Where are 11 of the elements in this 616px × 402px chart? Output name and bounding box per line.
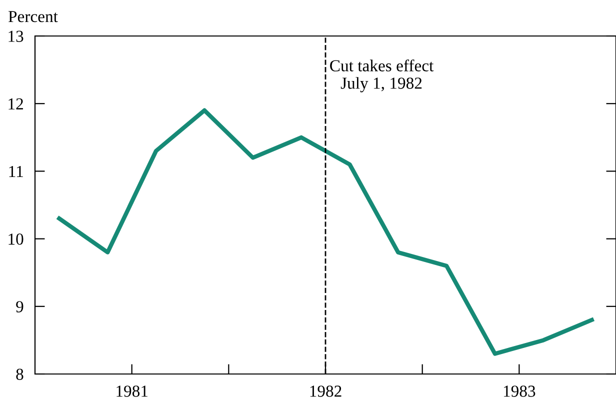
y-tick-label: 10 xyxy=(8,234,24,245)
y-tick-label: 12 xyxy=(8,98,23,110)
y-tick-label: 8 xyxy=(16,368,24,380)
y-tick-label: 9 xyxy=(16,301,24,312)
y-tick-label: 11 xyxy=(9,166,23,177)
y-axis-title: Percent xyxy=(8,11,58,22)
x-tick-label: 1982 xyxy=(310,386,342,397)
ref-line-label: Cut takes effect July 1, 1982 xyxy=(330,59,434,92)
x-tick-label: 1983 xyxy=(504,386,536,397)
x-tick-label: 1981 xyxy=(116,386,148,397)
y-tick-label: 13 xyxy=(8,30,24,42)
